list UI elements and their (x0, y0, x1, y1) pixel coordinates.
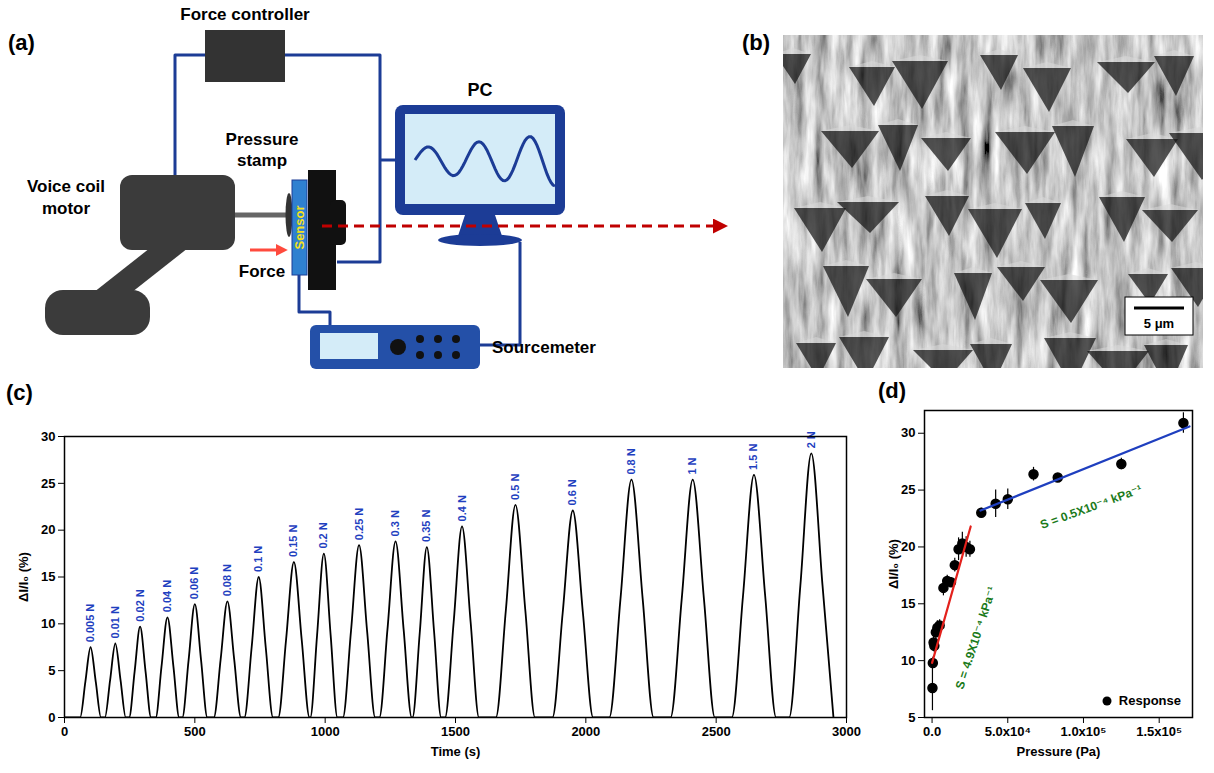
svg-text:Voice coil: Voice coil (27, 177, 105, 196)
svg-text:5: 5 (48, 663, 55, 678)
svg-text:2 N: 2 N (805, 431, 817, 448)
svg-text:25: 25 (41, 475, 55, 490)
svg-text:0.35 N: 0.35 N (420, 510, 432, 542)
svg-text:500: 500 (184, 724, 206, 739)
svg-text:1 N: 1 N (686, 457, 698, 474)
svg-text:S = 4.9X10⁻⁴ kPa⁻¹: S = 4.9X10⁻⁴ kPa⁻¹ (953, 585, 999, 691)
svg-text:5.0x10⁴: 5.0x10⁴ (985, 724, 1031, 739)
svg-text:20: 20 (901, 539, 915, 554)
svg-text:Pressure: Pressure (226, 130, 299, 149)
svg-text:0.04 N: 0.04 N (161, 580, 173, 612)
svg-text:0.2 N: 0.2 N (317, 522, 329, 548)
svg-text:0.4 N: 0.4 N (456, 495, 468, 521)
svg-text:0.1 N: 0.1 N (252, 546, 264, 572)
svg-text:0.06 N: 0.06 N (188, 567, 200, 599)
svg-text:10: 10 (901, 653, 915, 668)
svg-text:1000: 1000 (311, 724, 340, 739)
svg-text:0.005 N: 0.005 N (84, 604, 96, 643)
svg-text:30: 30 (901, 425, 915, 440)
svg-text:1.0x10⁵: 1.0x10⁵ (1061, 724, 1107, 739)
svg-text:10: 10 (41, 616, 55, 631)
svg-text:PC: PC (467, 80, 492, 100)
svg-text:0.08 N: 0.08 N (221, 564, 233, 596)
svg-text:15: 15 (901, 596, 915, 611)
svg-text:0.02 N: 0.02 N (134, 589, 146, 621)
svg-text:0.15 N: 0.15 N (287, 525, 299, 557)
svg-text:stamp: stamp (237, 151, 287, 170)
svg-text:motor: motor (42, 199, 91, 218)
svg-text:25: 25 (901, 482, 915, 497)
svg-text:0: 0 (61, 724, 68, 739)
svg-text:0.0: 0.0 (923, 724, 941, 739)
svg-text:1500: 1500 (441, 724, 470, 739)
svg-text:20: 20 (41, 522, 55, 537)
svg-text:Sensor: Sensor (292, 205, 307, 249)
svg-text:0.3 N: 0.3 N (389, 510, 401, 536)
svg-text:0.5 N: 0.5 N (509, 474, 521, 500)
html-text:(d): (d) (878, 378, 907, 403)
svg-text:15: 15 (41, 569, 55, 584)
svg-text:1.5x10⁵: 1.5x10⁵ (1136, 724, 1182, 739)
html-text:(c): (c) (6, 380, 33, 405)
svg-text:ΔI/I₀ (%): ΔI/I₀ (%) (886, 539, 901, 589)
html-text:(a): (a) (8, 30, 35, 55)
svg-text:S = 0.5X10⁻⁴ kPa⁻¹: S = 0.5X10⁻⁴ kPa⁻¹ (1038, 482, 1143, 532)
svg-text:Time (s): Time (s) (431, 744, 481, 759)
svg-text:Force controller: Force controller (180, 5, 310, 24)
html-text:Response: Response (1118, 693, 1181, 708)
svg-text:5 μm: 5 μm (1144, 316, 1174, 331)
svg-text:30: 30 (41, 429, 55, 444)
svg-text:0: 0 (48, 710, 55, 725)
svg-text:3000: 3000 (832, 724, 861, 739)
svg-text:5: 5 (908, 710, 915, 725)
svg-text:0.25 N: 0.25 N (353, 508, 365, 540)
svg-text:ΔI/I₀ (%): ΔI/I₀ (%) (16, 552, 31, 602)
svg-text:Pressure (Pa): Pressure (Pa) (1017, 744, 1101, 759)
svg-text:0.8 N: 0.8 N (625, 448, 637, 474)
svg-text:2000: 2000 (571, 724, 600, 739)
svg-text:Force: Force (239, 262, 285, 281)
svg-text:2500: 2500 (702, 724, 731, 739)
svg-text:1.5 N: 1.5 N (747, 444, 759, 470)
svg-text:0.01 N: 0.01 N (109, 606, 121, 638)
svg-text:0.6 N: 0.6 N (566, 479, 578, 505)
svg-text:Sourcemeter: Sourcemeter (492, 338, 596, 357)
html-text:(b): (b) (742, 30, 771, 55)
